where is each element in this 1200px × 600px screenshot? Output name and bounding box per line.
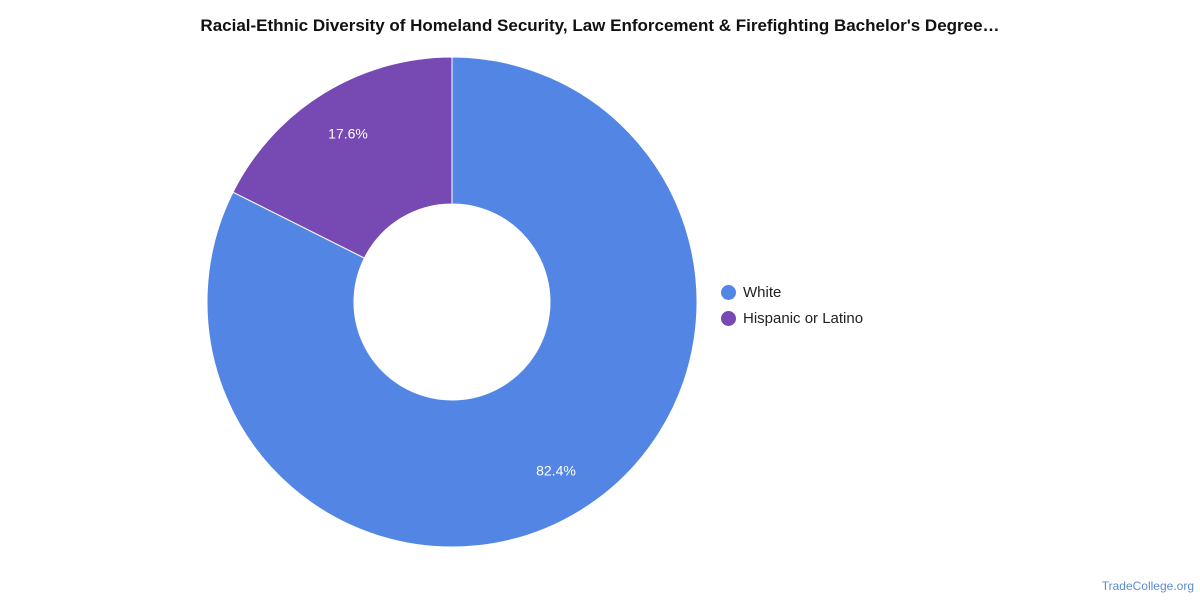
slice-label-white: 82.4% xyxy=(536,462,576,478)
chart-legend: White Hispanic or Latino xyxy=(721,279,863,331)
legend-label: White xyxy=(743,283,782,301)
legend-label: Hispanic or Latino xyxy=(743,309,864,327)
chart-title: Racial-Ethnic Diversity of Homeland Secu… xyxy=(200,16,1000,35)
legend-item-hispanic-or-latino[interactable]: Hispanic or Latino xyxy=(721,305,863,331)
source-link[interactable]: TradeCollege.org xyxy=(1101,579,1194,593)
slice-hispanic-or-latino[interactable] xyxy=(232,56,453,259)
legend-item-white[interactable]: White xyxy=(721,279,863,305)
slice-label-hispanic-or-latino: 17.6% xyxy=(328,126,368,142)
slice-white[interactable] xyxy=(206,56,698,548)
legend-swatch-icon xyxy=(721,284,736,300)
legend-swatch-icon xyxy=(721,310,736,326)
